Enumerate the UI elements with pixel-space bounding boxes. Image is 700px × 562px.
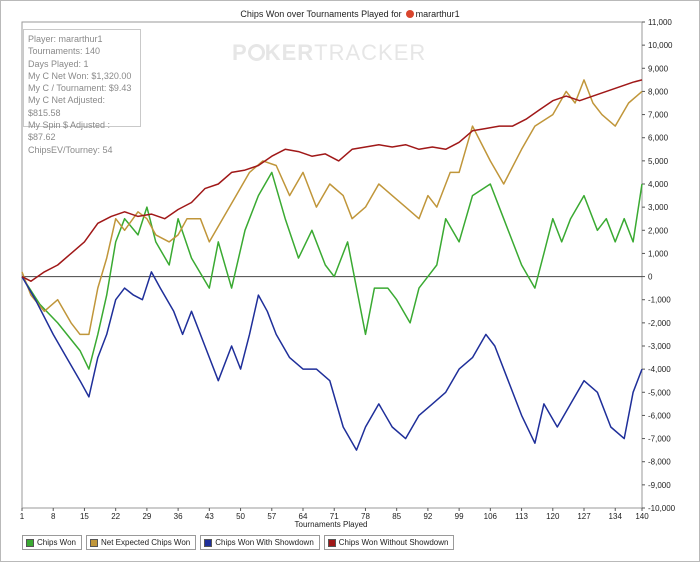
x-tick-label: 64 [299, 512, 308, 521]
y-tick-label: 7,000 [648, 111, 669, 120]
info-spin-adjusted: My Spin $ Adjusted : $87.62 [28, 120, 111, 143]
legend: Chips Won Net Expected Chips Won Chips W… [22, 535, 455, 550]
x-tick-label: 8 [51, 512, 56, 521]
x-tick-label: 99 [455, 512, 464, 521]
y-tick-label: -6,000 [648, 411, 671, 420]
watermark: P KERTRACKER [232, 40, 426, 66]
x-tick-label: 106 [484, 512, 498, 521]
y-tick-label: 8,000 [648, 87, 669, 96]
y-tick-label: -9,000 [648, 481, 671, 490]
x-tick-label: 22 [111, 512, 120, 521]
y-tick-label: 2,000 [648, 226, 669, 235]
x-tick-label: 71 [330, 512, 339, 521]
y-tick-label: 4,000 [648, 180, 669, 189]
legend-swatch-with-showdown [204, 538, 213, 547]
x-tick-label: 57 [267, 512, 276, 521]
series-line-with-showdown [21, 271, 643, 451]
y-tick-label: -5,000 [648, 388, 671, 397]
y-tick-label: -4,000 [648, 365, 671, 374]
x-tick-label: 29 [142, 512, 151, 521]
legend-label: Chips Won [37, 538, 76, 547]
watermark-poker-rest: KER [264, 40, 315, 65]
y-tick-label: 3,000 [648, 203, 669, 212]
x-tick-label: 50 [236, 512, 245, 521]
series-line-without-showdown [21, 79, 643, 282]
x-axis-label: Tournaments Played [294, 520, 368, 529]
plot-border [21, 21, 643, 509]
series-line-chips-won [21, 171, 643, 370]
x-tick-label: 92 [423, 512, 432, 521]
y-tick-label: 5,000 [648, 157, 669, 166]
chart-title-player: mararthur1 [415, 9, 460, 19]
info-net-adjusted: My C Net Adjusted: $815.58 [28, 95, 106, 118]
y-tick-label: -1,000 [648, 296, 671, 305]
watermark-tracker: TRACKER [314, 40, 427, 65]
legend-item-without-showdown[interactable]: Chips Won Without Showdown [323, 535, 455, 550]
info-chips-ev: ChipsEV/Tourney: 54 [28, 144, 113, 155]
legend-swatch-without-showdown [327, 538, 336, 547]
chart-title: Chips Won over Tournaments Played for mar… [0, 9, 700, 19]
x-tick-label: 78 [361, 512, 370, 521]
x-tick-label: 15 [80, 512, 89, 521]
y-tick-label: -7,000 [648, 435, 671, 444]
info-days-played: Days Played: 1 [28, 58, 89, 69]
legend-swatch-chips-won [26, 538, 34, 547]
x-tick-label: 36 [174, 512, 183, 521]
y-tick-label: -10,000 [648, 504, 676, 513]
info-net-won: My C Net Won: $1,320.00 [28, 70, 132, 81]
legend-label: Chips Won Without Showdown [338, 538, 449, 547]
legend-item-net-expected[interactable]: Net Expected Chips Won [85, 535, 197, 550]
info-per-tournament: My C / Tournament: $9.43 [28, 83, 132, 94]
y-tick-label: 1,000 [648, 249, 669, 258]
y-tick-label: 11,000 [648, 18, 672, 27]
x-tick-label: 120 [546, 512, 560, 521]
info-box: Player: mararthur1 Tournaments: 140 Days… [23, 29, 141, 155]
legend-label: Chips Won With Showdown [215, 538, 314, 547]
y-tick-label: -3,000 [648, 342, 671, 351]
watermark-p: P [232, 40, 248, 65]
series-line-net-expected [21, 79, 643, 336]
y-tick-label: 0 [648, 273, 653, 282]
chart-title-text: Chips Won over Tournaments Played for [240, 9, 402, 19]
x-tick-label: 127 [577, 512, 591, 521]
y-tick-label: -2,000 [648, 319, 671, 328]
x-tick-label: 1 [20, 512, 25, 521]
legend-item-chips-won[interactable]: Chips Won [22, 535, 82, 550]
info-player: Player: mararthur1 [28, 34, 103, 44]
poker-chip-icon [405, 10, 414, 18]
watermark-o-icon [247, 44, 265, 61]
y-tick-label: 6,000 [648, 134, 669, 143]
x-tick-label: 85 [392, 512, 401, 521]
legend-label: Net Expected Chips Won [100, 538, 191, 547]
info-tournaments: Tournaments: 140 [28, 46, 101, 57]
y-tick-label: 9,000 [648, 64, 669, 73]
x-tick-label: 43 [205, 512, 214, 521]
x-tick-label: 113 [515, 512, 528, 521]
y-tick-label: -8,000 [648, 458, 671, 467]
legend-swatch-net-expected [89, 538, 98, 547]
x-tick-label: 134 [609, 512, 623, 521]
y-tick-label: 10,000 [648, 41, 673, 50]
legend-item-with-showdown[interactable]: Chips Won With Showdown [200, 535, 320, 550]
x-tick-label: 140 [635, 512, 649, 521]
